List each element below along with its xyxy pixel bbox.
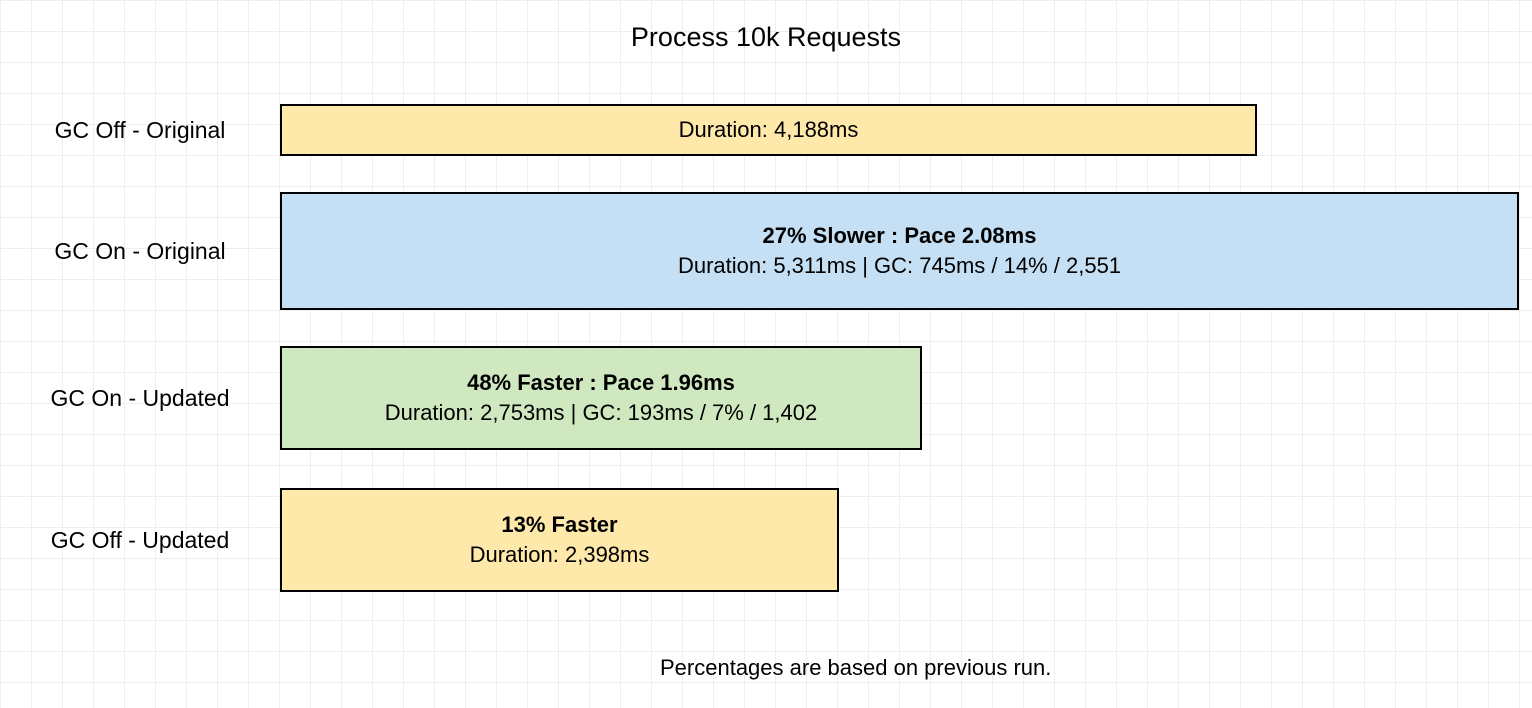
bar-area: 27% Slower : Pace 2.08ms Duration: 5,311… [280,192,1532,310]
bar-headline: 27% Slower : Pace 2.08ms [763,221,1037,251]
bar-row-gc-on-updated: GC On - Updated 48% Faster : Pace 1.96ms… [0,346,1532,450]
bar-subline: Duration: 5,311ms | GC: 745ms / 14% / 2,… [678,251,1121,281]
chart-footnote: Percentages are based on previous run. [660,655,1051,681]
bar-label: GC Off - Updated [0,527,280,554]
bar-area: Duration: 4,188ms [280,104,1532,156]
bar-row-gc-off-original: GC Off - Original Duration: 4,188ms [0,104,1532,156]
bar-label: GC Off - Original [0,117,280,144]
bar-subline: Duration: 4,188ms [679,115,859,145]
chart-title: Process 10k Requests [0,22,1532,53]
bar-gc-off-updated: 13% Faster Duration: 2,398ms [280,488,839,592]
bar-headline: 13% Faster [501,510,617,540]
bar-row-gc-off-updated: GC Off - Updated 13% Faster Duration: 2,… [0,488,1532,592]
bar-gc-off-original: Duration: 4,188ms [280,104,1257,156]
bar-gc-on-updated: 48% Faster : Pace 1.96ms Duration: 2,753… [280,346,922,450]
bar-headline: 48% Faster : Pace 1.96ms [467,368,735,398]
bar-label: GC On - Original [0,238,280,265]
bar-subline: Duration: 2,398ms [470,540,650,570]
bar-label: GC On - Updated [0,385,280,412]
chart-container: Process 10k Requests GC Off - Original D… [0,0,1532,708]
bar-area: 13% Faster Duration: 2,398ms [280,488,1532,592]
bar-area: 48% Faster : Pace 1.96ms Duration: 2,753… [280,346,1532,450]
bar-row-gc-on-original: GC On - Original 27% Slower : Pace 2.08m… [0,192,1532,310]
bar-subline: Duration: 2,753ms | GC: 193ms / 7% / 1,4… [385,398,817,428]
bar-gc-on-original: 27% Slower : Pace 2.08ms Duration: 5,311… [280,192,1519,310]
